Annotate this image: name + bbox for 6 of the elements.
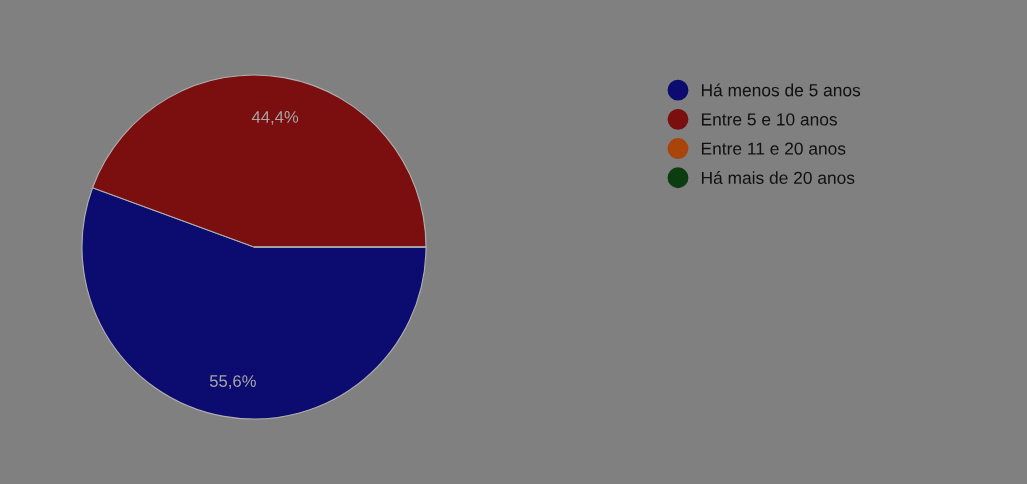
legend-label: Há mais de 20 anos — [701, 171, 855, 184]
data-label: 55,6% — [209, 375, 256, 389]
legend-label: Entre 11 e 20 anos — [701, 142, 846, 155]
data-label: 44,4% — [251, 111, 299, 125]
legend-label: Entre 5 e 10 anos — [701, 113, 837, 126]
legend-label: Há menos de 5 anos — [701, 83, 861, 97]
